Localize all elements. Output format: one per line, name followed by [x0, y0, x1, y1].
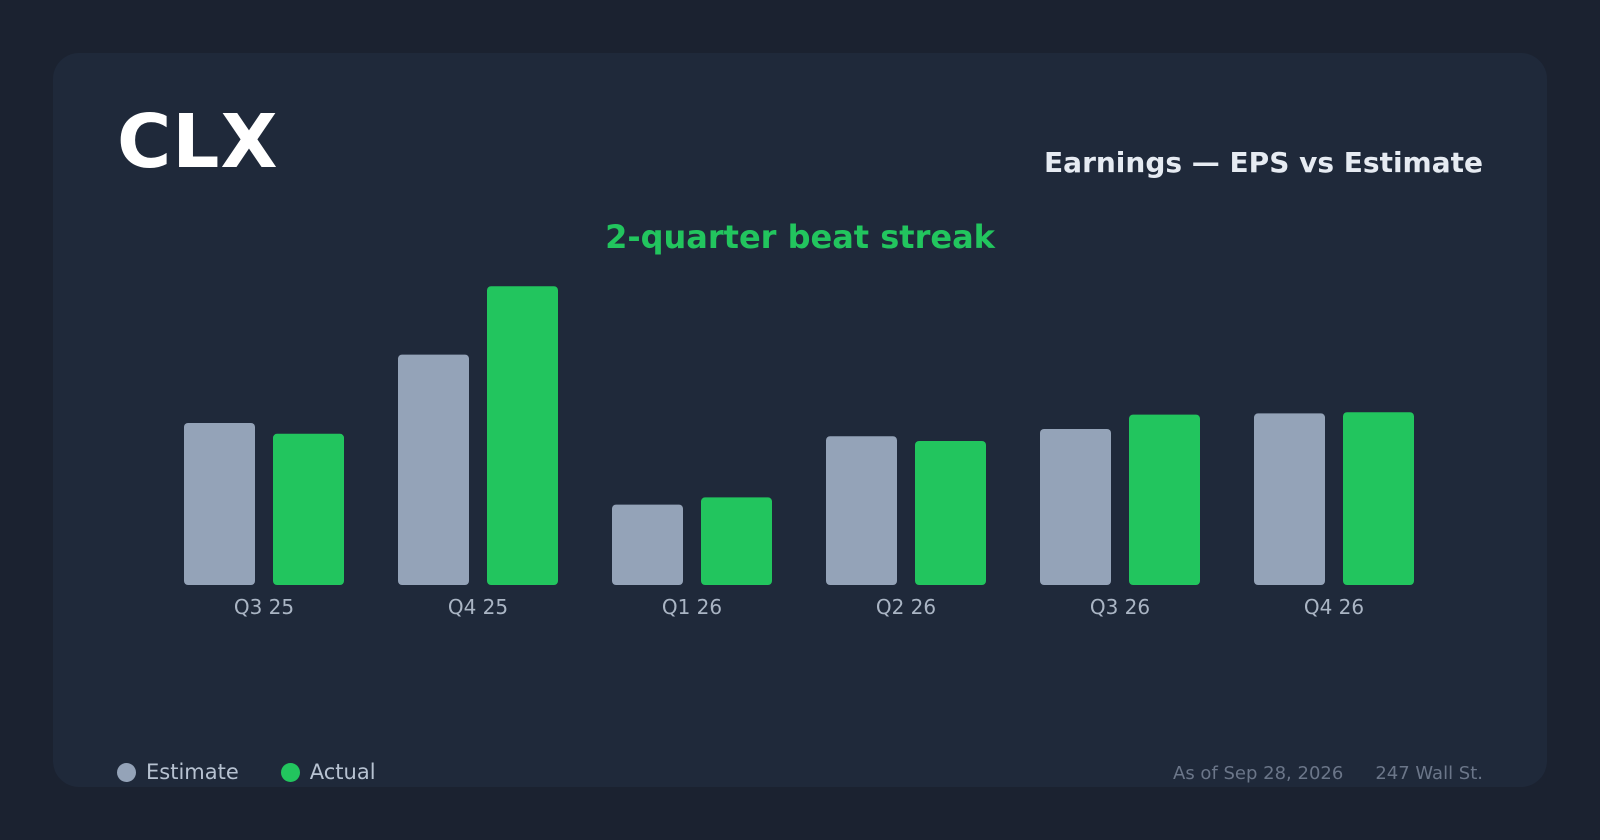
bar-estimate-q2-26	[826, 436, 897, 585]
bar-actual-q4-25	[487, 286, 558, 585]
chart-footer: As of Sep 28, 2026 247 Wall St.	[1173, 763, 1483, 784]
beat-streak-label: 2-quarter beat streak	[605, 218, 995, 256]
source-label: 247 Wall St.	[1375, 763, 1483, 784]
bar-estimate-q3-26	[1040, 429, 1111, 585]
estimate-swatch	[117, 762, 136, 782]
bar-actual-q1-26	[701, 497, 772, 585]
legend-estimate-label: Estimate	[146, 760, 239, 784]
bar-estimate-q4-25	[398, 354, 469, 585]
legend-item-actual: Actual	[280, 760, 376, 784]
ticker-symbol: CLX	[117, 99, 279, 185]
eps-bar-chart: Q3 25 Q4 25 Q1 26 Q2 26 Q3 26 Q4 26	[184, 286, 1414, 619]
x-tick-label: Q4 26	[1304, 595, 1364, 619]
bar-estimate-q4-26	[1254, 413, 1325, 585]
legend-item-estimate: Estimate	[117, 760, 239, 784]
bar-actual-q3-25	[273, 433, 344, 585]
actual-swatch	[280, 762, 300, 782]
bar-actual-q4-26	[1343, 412, 1414, 585]
chart-heading: Earnings — EPS vs Estimate	[1044, 146, 1483, 179]
as-of-date: As of Sep 28, 2026	[1173, 763, 1344, 784]
x-tick-label: Q3 26	[1090, 595, 1150, 619]
legend-actual-label: Actual	[309, 760, 376, 784]
x-tick-label: Q3 25	[234, 595, 294, 619]
x-tick-label: Q2 26	[876, 595, 936, 619]
bar-estimate-q3-25	[184, 423, 255, 585]
earnings-card: CLX Earnings — EPS vs Estimate 2-quarter…	[53, 53, 1547, 787]
chart-legend: Estimate Actual	[117, 760, 418, 784]
bar-actual-q3-26	[1129, 414, 1200, 585]
x-tick-label: Q4 25	[448, 595, 508, 619]
x-tick-label: Q1 26	[662, 595, 722, 619]
bar-estimate-q1-26	[612, 504, 683, 585]
bar-actual-q2-26	[915, 441, 986, 585]
